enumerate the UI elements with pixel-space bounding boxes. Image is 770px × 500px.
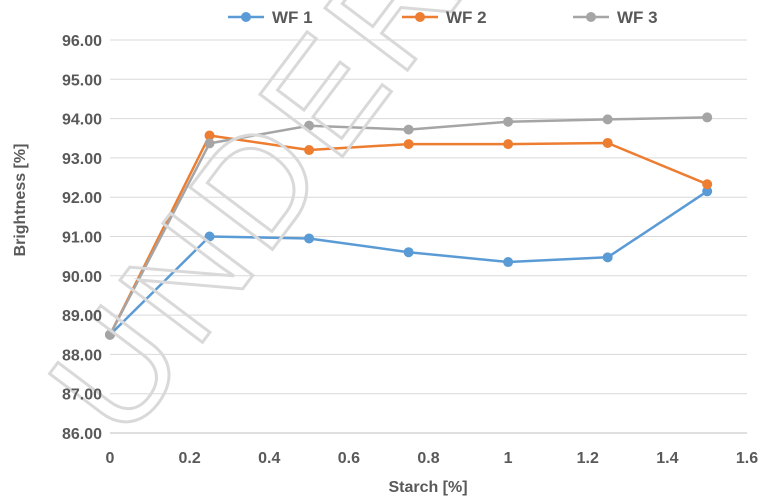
- x-tick-label: 1.2: [577, 450, 599, 467]
- y-tick-label: 94.00: [62, 112, 102, 129]
- data-point: [304, 145, 315, 156]
- x-tick-label: 1.4: [656, 450, 678, 467]
- y-tick-label: 89.00: [62, 308, 102, 325]
- y-tick-label: 93.00: [62, 151, 102, 168]
- data-point: [403, 124, 414, 135]
- series-layer: [105, 112, 713, 340]
- watermark-text: UNDER PEER: [16, 0, 770, 464]
- gridlines: [110, 39, 747, 395]
- data-point: [204, 231, 215, 242]
- data-point: [403, 139, 414, 150]
- y-tick-label: 86.00: [62, 426, 102, 443]
- x-axis-title: Starch [%]: [388, 479, 467, 496]
- data-point: [503, 257, 514, 268]
- y-tick-label: 87.00: [62, 387, 102, 404]
- data-point: [602, 252, 613, 263]
- data-point: [503, 116, 514, 127]
- y-tick-label: 88.00: [62, 347, 102, 364]
- data-point: [702, 179, 713, 190]
- legend-label: WF 3: [617, 8, 658, 27]
- series-3: [105, 112, 713, 340]
- x-tick-label: 0.4: [258, 450, 280, 467]
- watermark: UNDER PEER: [15, 0, 770, 466]
- legend: WF 1 WF 2 WF 3: [228, 8, 658, 27]
- y-tick-label: 92.00: [62, 190, 102, 207]
- x-tick-label: 0.8: [417, 450, 439, 467]
- x-tick-label: 1.6: [736, 450, 758, 467]
- y-tick-label: 91.00: [62, 230, 102, 247]
- data-point: [602, 114, 613, 125]
- data-point: [304, 233, 315, 244]
- legend-item: WF 3: [573, 8, 658, 27]
- x-tick-label: 0.2: [179, 450, 201, 467]
- axes: 86.00 87.00 88.00 89.00 90.00 91.00 92.00 93.00…: [62, 33, 758, 467]
- x-tick-label: 1: [504, 450, 513, 467]
- data-point: [602, 137, 613, 148]
- data-point: [403, 247, 414, 258]
- data-point: [702, 186, 713, 197]
- legend-label: WF 1: [272, 8, 313, 27]
- data-point: [105, 329, 115, 340]
- legend-label: WF 2: [446, 8, 487, 27]
- x-tick-label: 0.6: [338, 450, 360, 467]
- data-point: [503, 139, 514, 150]
- y-axis-title: Brightness [%]: [12, 144, 29, 257]
- data-point: [304, 120, 315, 131]
- y-tick-label: 95.00: [62, 72, 102, 89]
- data-point: [204, 130, 215, 141]
- legend-item: WF 2: [402, 8, 487, 27]
- x-tick-label: 0: [106, 450, 115, 467]
- data-point: [702, 112, 713, 123]
- y-tick-label: 90.00: [62, 269, 102, 286]
- legend-marker: [415, 12, 425, 22]
- y-tick-label: 96.00: [62, 33, 102, 50]
- legend-item: WF 1: [228, 8, 313, 27]
- legend-marker: [586, 12, 596, 22]
- legend-marker: [241, 12, 251, 22]
- data-point: [204, 138, 215, 149]
